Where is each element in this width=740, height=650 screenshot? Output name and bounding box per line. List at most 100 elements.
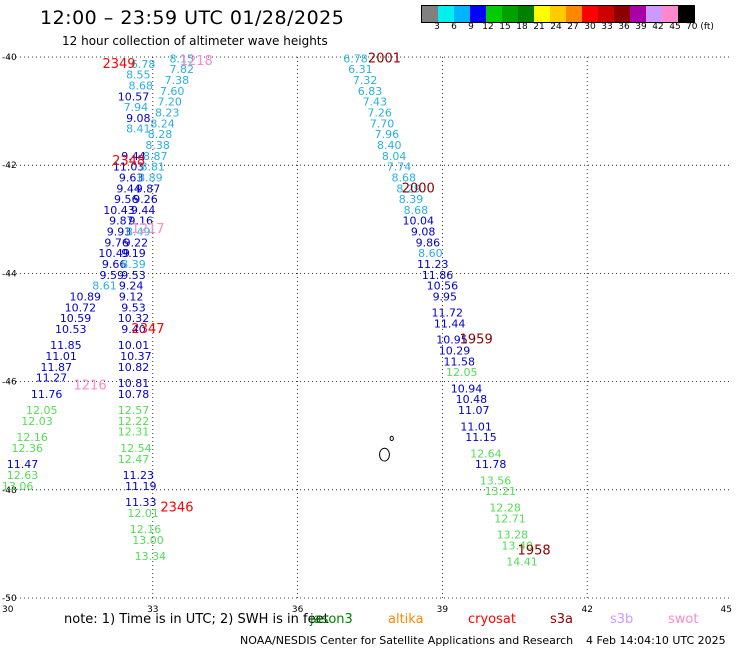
satellite-legend-cryosat: cryosat [468,612,516,627]
lon-tick-label: 42 [581,605,592,615]
wave-height-label: 10.95 [436,334,468,347]
satellite-legend-s3a: s3a [550,612,574,627]
wave-height-label: 10.59 [60,312,92,325]
wave-height-label: 8.29 [396,182,421,195]
wave-height-label: 11.23 [417,258,449,271]
wave-height-label: 9.40 [121,323,146,336]
wave-height-label: 12.03 [21,415,53,428]
wave-height-label: 8.24 [150,117,175,130]
wave-height-label: 8.55 [126,69,151,82]
lon-tick-label: 36 [292,605,304,615]
colorbar-swatch [678,6,694,22]
wave-height-label: 7.94 [124,101,149,114]
wave-height-label: 8.89 [138,171,163,184]
lat-tick-label: -46 [2,378,17,388]
wave-height-label: 12.64 [470,447,502,460]
wave-height-label: 7.26 [367,107,392,120]
pass-time-label: 1958 [518,544,551,559]
wave-height-label: 12.05 [26,404,58,417]
wave-height-label: 8.38 [145,139,170,152]
pass-time-label: 1218 [180,54,213,69]
wave-height-label: 11.07 [458,404,490,417]
wave-height-label: 8.60 [418,247,443,260]
wave-height-label: 7.38 [165,74,190,87]
wave-height-label: 11.23 [123,469,155,482]
wave-height-label: 8.40 [377,139,402,152]
wave-height-label: 9.44 [131,204,156,217]
wave-height-label: 11.58 [444,355,476,368]
wave-height-label: 8.15 [170,52,195,65]
wave-height-label: 9.44 [121,150,146,163]
wave-height-label: 10.56 [427,280,459,293]
wave-height-label: 12.16 [130,523,162,536]
wave-height-label: 8.23 [155,107,180,120]
wave-height-label: 6.31 [348,63,373,76]
wave-height-label: 10.48 [456,393,488,406]
satellite-legend-jason3: jason3 [310,612,353,627]
colorbar-swatch [454,6,470,22]
wave-height-label: 12.31 [118,426,150,439]
lat-tick-label: -50 [2,594,17,604]
lon-tick-label: 33 [147,605,158,615]
wave-height-label: 13.21 [485,485,517,498]
wave-height-label: 10.72 [65,301,97,314]
colorbar-label: 12 [482,22,494,32]
island-outline [379,447,390,462]
wave-height-label: 11.44 [434,318,466,331]
time-labels: 2349 1218 2348 1217 2347 1216 2346 2001 2000 1959… [74,51,551,558]
wave-height-label: 10.53 [55,323,87,336]
wave-height-label: 12.16 [16,431,48,444]
wave-height-label: 9.53 [121,269,146,282]
wave-height-label: 9.12 [119,290,144,303]
lon-tick-label: 45 [721,605,732,615]
wave-height-label: 9.87 [109,215,134,228]
wave-height-label: 9.95 [433,290,458,303]
colorbar-label: 15 [499,22,511,32]
footer-timestamp: 4 Feb 14:04:10 UTC 2025 [586,634,726,647]
wave-height-label: 13.28 [497,528,529,541]
lat-tick-label: -44 [2,269,17,279]
wave-height-label: 11.27 [36,372,68,385]
colorbar-label: 24 [550,22,562,32]
pass-time-label: 2346 [160,500,193,515]
wave-height-label: 13.34 [135,550,167,563]
colorbar-swatch [422,6,438,22]
colorbar-swatch [582,6,598,22]
colorbar-swatch [630,6,646,22]
wave-height-label: 9.19 [121,247,146,260]
wave-height-label: 12.28 [489,501,521,514]
wave-height-label: 11.15 [465,431,497,444]
islands [379,435,394,462]
wave-height-label: 9.53 [121,301,146,314]
wave-height-label: 13.56 [480,474,512,487]
lat-tick-label: -48 [2,486,17,496]
island-outline [389,435,394,442]
colorbar-label: 21 [533,22,545,32]
wave-height-label: 8.68 [128,79,153,92]
axis-ticks: 30 33 36 39 42 45 -40 -42 -44 -46 -48 -50 [2,53,732,615]
colorbar [421,5,695,23]
wave-height-label: 8.68 [392,171,417,184]
wave-height-label: 11.78 [475,458,507,471]
wave-height-label: 8.87 [143,150,168,163]
wave-height-label: 7.32 [353,74,378,87]
colorbar-swatch [550,6,566,22]
wave-height-label: 10.01 [118,339,150,352]
wave-height-label: 9.86 [416,236,441,249]
pass-time-label: 2347 [131,322,164,337]
colorbar-swatch [566,6,582,22]
wave-height-label: 10.89 [69,290,101,303]
satellite-legend-altika: altika [388,612,424,627]
colorbar-label: 42 [652,22,664,32]
wave-height-label: 8.68 [404,204,429,217]
wave-height-label: 7.96 [375,128,400,141]
wave-height-label: 10.04 [403,215,435,228]
wave-height-label: 12.47 [118,453,150,466]
colorbar-label: 27 [567,22,579,32]
pass-time-label: 2001 [368,51,401,66]
wave-height-label: 12.01 [127,507,159,520]
wave-height-label: 9.22 [124,236,149,249]
pass-time-label: 1217 [131,222,164,237]
pass-time-label: 1959 [460,333,493,348]
pass-time-label: 2000 [402,181,435,196]
